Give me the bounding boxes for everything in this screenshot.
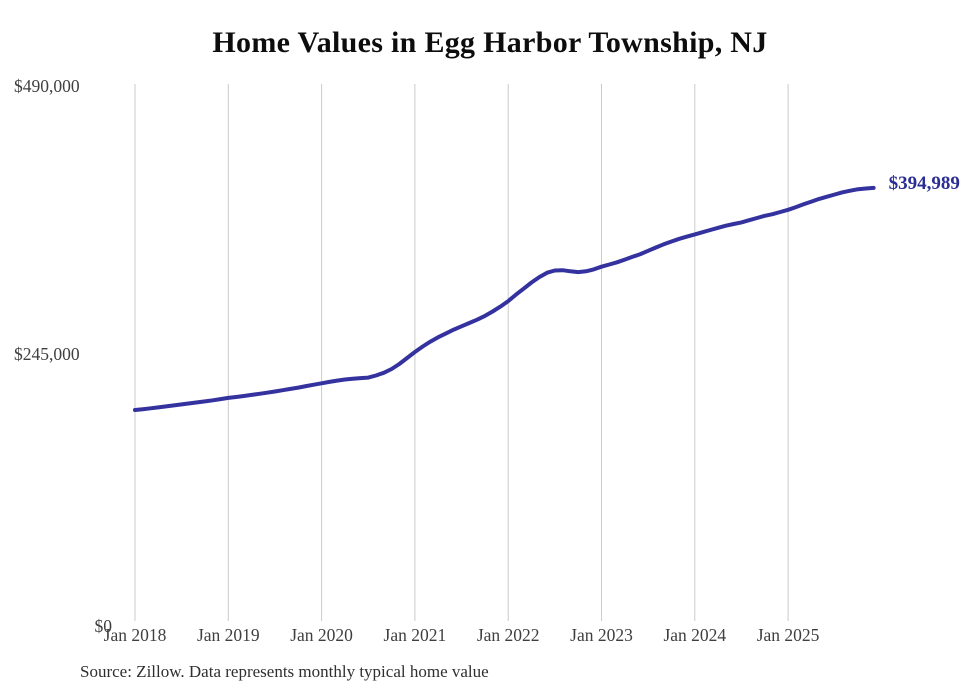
source-note: Source: Zillow. Data represents monthly … bbox=[80, 662, 489, 681]
x-axis-tick-label: Jan 2021 bbox=[384, 625, 447, 645]
y-axis-tick-label: $245,000 bbox=[14, 344, 80, 364]
latest-value-label: $394,989 bbox=[889, 173, 960, 194]
home-value-line bbox=[133, 185, 876, 412]
x-axis-tick-label: Jan 2025 bbox=[757, 625, 820, 645]
y-axis-tick-label: $0 bbox=[95, 616, 113, 636]
y-axis-tick-label: $490,000 bbox=[14, 76, 80, 96]
x-axis-tick-label: Jan 2019 bbox=[197, 625, 260, 645]
x-axis-tick-label: Jan 2022 bbox=[477, 625, 540, 645]
chart-title: Home Values in Egg Harbor Township, NJ bbox=[212, 26, 768, 59]
x-axis-tick-label: Jan 2024 bbox=[663, 625, 726, 645]
x-axis-tick-label: Jan 2023 bbox=[570, 625, 633, 645]
x-axis-tick-label: Jan 2020 bbox=[290, 625, 353, 645]
x-axis-tick-label: Jan 2018 bbox=[104, 625, 167, 645]
